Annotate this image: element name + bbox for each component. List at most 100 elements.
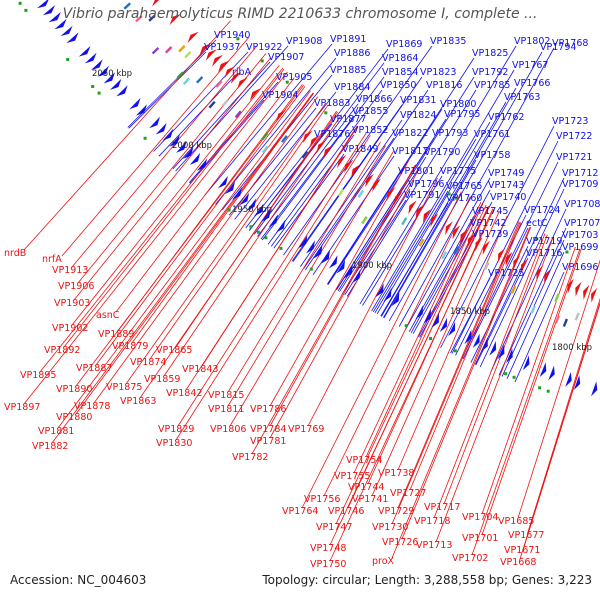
reverse-gene-label: VP1887: [76, 363, 112, 374]
forward-gene-arrow: [109, 78, 122, 90]
forward-gene-label: VP1696: [562, 262, 598, 273]
forward-gene-label: VP1855: [352, 106, 388, 117]
reverse-connector: [61, 37, 249, 257]
reverse-connector: [409, 222, 522, 491]
reverse-gene-label: VP1746: [328, 506, 364, 517]
reverse-gene-label: VP1863: [120, 396, 156, 407]
reverse-gene-label: VP1784: [250, 424, 286, 435]
forward-connector: [248, 123, 333, 231]
reverse-connector: [115, 77, 295, 313]
forward-gene-label: VP1703: [562, 230, 598, 241]
forward-gene-label: VP1723: [552, 116, 588, 127]
marker-dot: [404, 324, 408, 328]
reverse-gene-arrow: [482, 240, 490, 256]
reverse-gene-arrow: [224, 66, 236, 79]
reverse-gene-label: VP1782: [232, 452, 268, 463]
forward-gene-label: VP1940: [214, 30, 250, 41]
reverse-gene-arrow: [393, 191, 403, 206]
marker-dot: [18, 1, 22, 5]
reverse-connector: [443, 234, 548, 505]
reverse-gene-label: VP1881: [38, 426, 74, 437]
forward-gene-arrow: [97, 65, 109, 77]
kbp-tick-label: 1850 kbp: [450, 307, 490, 317]
reverse-gene-label: VP1750: [310, 559, 346, 570]
feature-bar: [530, 305, 536, 314]
reverse-label-lines: [23, 20, 600, 562]
forward-connector: [440, 125, 555, 349]
reverse-connector: [125, 102, 327, 385]
marker-dot: [285, 80, 289, 84]
forward-gene-label: VP1767: [512, 60, 548, 71]
forward-gene-label: VP1891: [330, 34, 366, 45]
reverse-connector: [163, 114, 342, 377]
reverse-connector: [367, 208, 494, 485]
marker-dot: [97, 91, 101, 95]
reverse-gene-label: VP1897: [4, 402, 40, 413]
forward-gene-arrow: [169, 134, 180, 147]
reverse-connector: [23, 71, 288, 405]
reverse-gene-label: VP1741: [352, 494, 388, 505]
forward-gene-label: VP1937: [204, 42, 240, 53]
reverse-connector: [227, 145, 386, 407]
forward-connector: [498, 227, 567, 376]
marker-dot: [236, 37, 240, 41]
reverse-gene-label: VP1747: [316, 522, 352, 533]
forward-connector: [450, 277, 491, 354]
forward-gene-label: VP1849: [342, 144, 378, 155]
marker-dot: [538, 386, 542, 390]
forward-gene-label: VP1739: [472, 229, 508, 240]
forward-gene-arrow: [448, 321, 456, 337]
forward-connector: [215, 57, 337, 205]
reverse-gene-label: VP1902: [52, 323, 88, 334]
forward-connector: [261, 76, 385, 241]
marker-dot: [227, 208, 231, 212]
reverse-gene-label: proX: [372, 556, 395, 567]
forward-connector: [412, 227, 473, 334]
reverse-gene-label: VP1727: [390, 488, 426, 499]
forward-connector: [283, 45, 433, 256]
reverse-connector: [185, 126, 359, 391]
reverse-gene-arrow: [513, 255, 521, 270]
forward-gene-label: VP1922: [246, 42, 282, 53]
forward-connector: [228, 107, 317, 216]
reverse-connector: [397, 215, 508, 471]
reverse-gene-label: VP1748: [310, 543, 346, 554]
marker-dot: [565, 250, 569, 254]
feature-bar: [148, 14, 156, 22]
forward-gene-arrow: [328, 255, 338, 269]
reverse-connector: [335, 204, 487, 525]
feature-bar: [441, 251, 448, 260]
feature-bar: [184, 51, 192, 59]
reverse-gene-label: VP1842: [166, 388, 202, 399]
forward-connector: [204, 43, 333, 196]
forward-connector: [410, 189, 491, 333]
reverse-gene-arrow: [423, 209, 431, 223]
accession-label: Accession: NC_004603: [10, 573, 147, 587]
forward-gene-arrow: [464, 329, 472, 345]
reverse-gene-arrow: [218, 60, 229, 73]
reverse-gene-label: VP1843: [182, 364, 218, 375]
reverse-gene-arrow: [575, 281, 582, 297]
reverse-gene-arrow: [316, 140, 326, 154]
forward-gene-label: VP1768: [552, 38, 588, 49]
reverse-gene-arrow: [237, 77, 248, 90]
reverse-connector: [149, 104, 329, 360]
forward-gene-label: VP1742: [470, 218, 506, 229]
forward-gene-label: ribA: [232, 67, 252, 78]
forward-gene-label: VP1854: [382, 67, 418, 78]
forward-connector: [506, 251, 565, 379]
forward-connector: [490, 208, 567, 372]
forward-gene-label: VP1749: [488, 168, 524, 179]
reverse-gene-label: VP1786: [250, 404, 286, 415]
forward-gene-label: VP1762: [488, 112, 524, 123]
forward-gene-label: VP1766: [514, 78, 550, 89]
forward-gene-arrow: [60, 25, 73, 37]
reverse-gene-arrow: [187, 31, 199, 44]
reverse-connector: [329, 206, 490, 546]
reverse-connector: [95, 86, 306, 366]
reverse-gene-label: VP1755: [334, 471, 370, 482]
reverse-gene-arrow: [365, 173, 374, 188]
reverse-gene-arrow: [337, 155, 347, 169]
forward-gene-label: VP1724: [524, 205, 560, 216]
